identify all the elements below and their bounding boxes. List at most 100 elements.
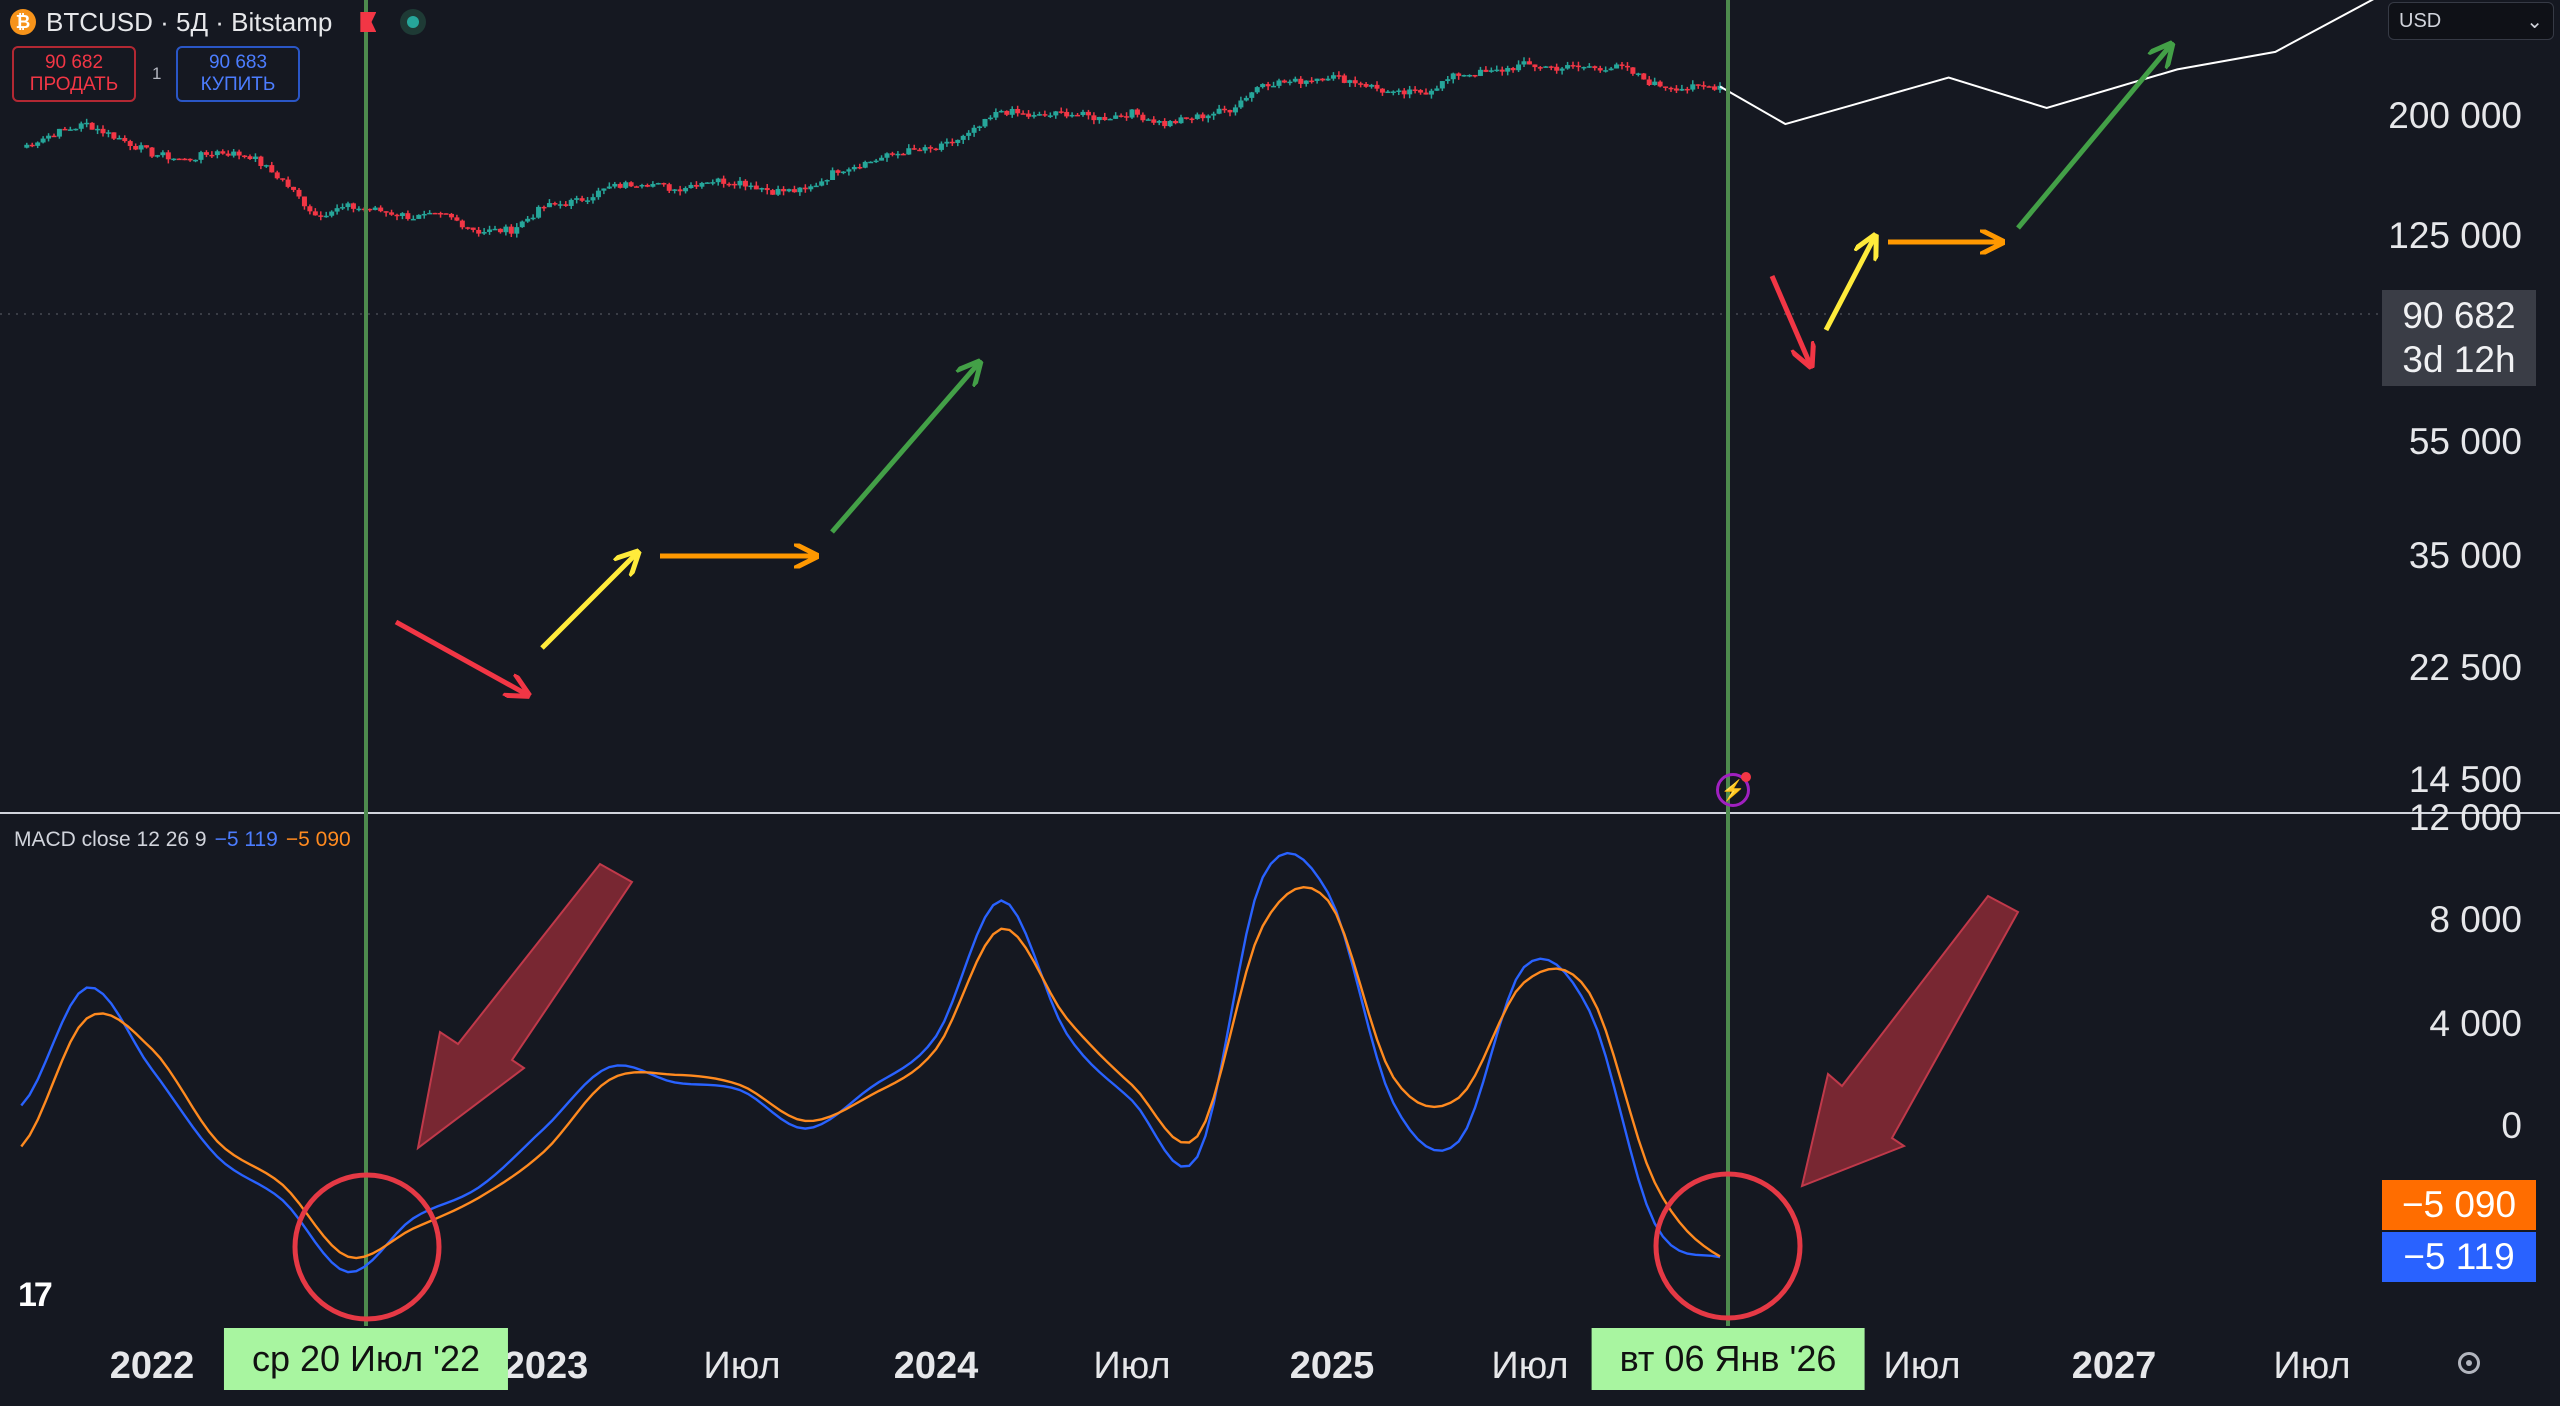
- candle-body: [960, 135, 966, 140]
- candle-body: [737, 180, 743, 186]
- flag-icon[interactable]: [360, 12, 377, 32]
- macd-legend[interactable]: MACD close 12 26 9 −5 119 −5 090: [14, 828, 351, 852]
- candle-body: [519, 221, 525, 228]
- candle-body: [350, 203, 356, 209]
- candle-body: [742, 180, 748, 187]
- market-status-icon: [400, 9, 427, 35]
- candle-body: [830, 170, 836, 181]
- price-axis[interactable]: 200 000 125 000 55 000 35 000 22 500 14 …: [2380, 0, 2560, 1335]
- settings-icon[interactable]: [2458, 1352, 2480, 1374]
- arrow-green-2: [2016, 46, 2170, 230]
- current-price-tag: 90 682 3d 12h: [2382, 290, 2536, 386]
- candle-body: [1271, 85, 1277, 88]
- arrow-red-1: [394, 619, 526, 694]
- candle-body: [459, 220, 465, 228]
- candle-body: [911, 148, 917, 150]
- candle-body: [786, 189, 792, 192]
- candle-body: [764, 188, 770, 191]
- candle-body: [715, 178, 721, 183]
- candle-body: [1570, 65, 1576, 67]
- candle-body: [971, 127, 977, 133]
- time-axis-label: 2025: [1289, 1345, 1375, 1387]
- candle-body: [454, 217, 460, 221]
- time-axis-label: Июл: [1883, 1345, 1961, 1387]
- candle-body: [1363, 83, 1369, 87]
- currency-label: USD: [2399, 9, 2442, 32]
- macd-value-tag: −5 119: [2382, 1232, 2536, 1282]
- candle-body: [165, 152, 171, 160]
- candle-body: [982, 118, 988, 127]
- currency-select[interactable]: USD ⌄: [2388, 2, 2554, 40]
- candle-body: [1156, 120, 1162, 123]
- candle-body: [1102, 116, 1108, 120]
- candle-body: [552, 203, 558, 205]
- candle-body: [938, 143, 944, 150]
- candle-body: [438, 212, 444, 215]
- candle-body: [1379, 88, 1385, 93]
- candle-body: [568, 199, 574, 206]
- symbol-title[interactable]: BTCUSD · 5Д · Bitstamp: [46, 6, 333, 37]
- candle-body: [1036, 114, 1042, 116]
- candle-body: [1472, 74, 1478, 77]
- arrow-yellow-1: [540, 554, 636, 650]
- time-axis-label: Июл: [1491, 1345, 1569, 1387]
- candle-body: [726, 183, 732, 186]
- candle-body: [949, 141, 955, 144]
- symbol-header[interactable]: ₿ BTCUSD · 5Д · Bitstamp: [10, 4, 427, 40]
- candle-body: [1124, 116, 1130, 118]
- candle-body: [1352, 80, 1358, 84]
- time-axis[interactable]: 2022 2023 Июл 2024 Июл 2025 Июл Июл 2027…: [0, 1326, 2380, 1406]
- tradingview-logo[interactable]: 17: [18, 1276, 53, 1314]
- candle-body: [1080, 111, 1086, 116]
- candle-body: [813, 185, 819, 188]
- candle-body: [873, 160, 879, 163]
- candle-body: [628, 182, 634, 187]
- candle-body: [655, 183, 661, 185]
- sell-button[interactable]: 90 682 ПРОДАТЬ: [12, 46, 136, 102]
- candle-body: [1211, 113, 1217, 116]
- candle-body: [1592, 66, 1598, 69]
- candle-body: [1254, 87, 1260, 93]
- candle-body: [1096, 116, 1102, 121]
- candle-body: [944, 141, 950, 144]
- candle-body: [1205, 115, 1211, 119]
- macd-legend-macd-value: −5 119: [214, 828, 278, 851]
- signal-value-tag: −5 090: [2382, 1180, 2536, 1230]
- candle-body: [802, 187, 808, 190]
- candle-body: [672, 189, 678, 191]
- candle-body: [1407, 89, 1413, 95]
- candle-body: [95, 128, 101, 131]
- candle-body: [476, 229, 482, 234]
- candle-body: [394, 214, 400, 217]
- candle-body: [1510, 68, 1516, 71]
- candle-body: [1341, 75, 1347, 83]
- candle-body: [416, 214, 422, 219]
- candle-body: [84, 122, 90, 125]
- candle-body: [857, 166, 863, 169]
- buy-button[interactable]: 90 683 КУПИТЬ: [176, 46, 300, 102]
- candle-body: [1053, 111, 1059, 116]
- candle-body: [29, 144, 35, 147]
- lightning-icon[interactable]: ⚡: [1716, 772, 1751, 807]
- candle-body: [399, 213, 405, 217]
- candle-body: [67, 129, 73, 131]
- candle-body: [345, 203, 351, 208]
- candle-body: [1091, 115, 1097, 121]
- candle-body: [1543, 66, 1549, 68]
- annotations: [292, 46, 2170, 1322]
- spread-value: 1: [152, 64, 162, 83]
- candle-body: [307, 206, 313, 212]
- candle-body: [1477, 69, 1483, 76]
- candle-body: [868, 161, 874, 164]
- candle-body: [693, 184, 699, 187]
- candle-body: [617, 183, 623, 188]
- candle-body: [138, 145, 144, 150]
- candle-body: [546, 203, 552, 208]
- candle-body: [1058, 111, 1064, 113]
- candle-body: [563, 204, 569, 206]
- candle-body: [214, 151, 220, 156]
- macd-axis-label: 12 000: [2408, 797, 2522, 838]
- candle-body: [1619, 64, 1625, 66]
- macd-legend-signal-value: −5 090: [285, 828, 351, 851]
